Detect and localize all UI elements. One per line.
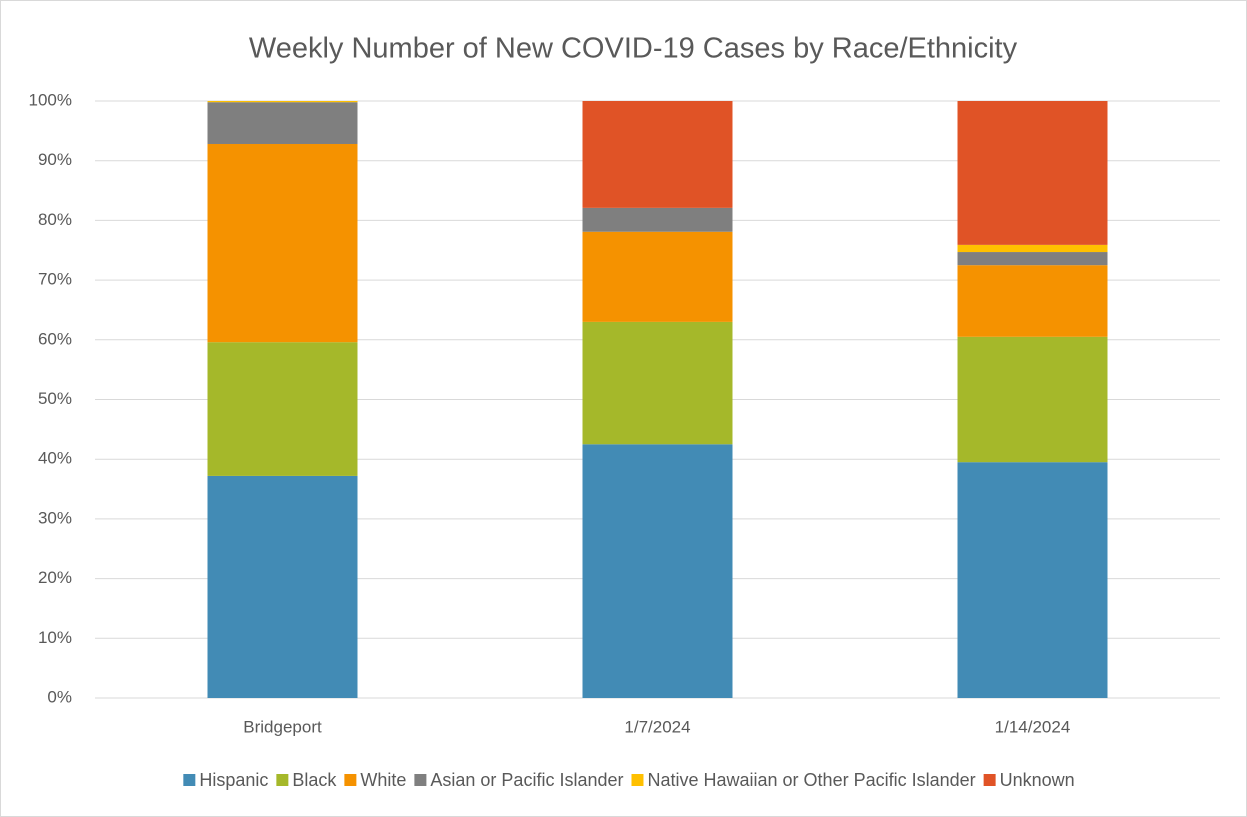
bar-segment <box>207 342 358 476</box>
bar-segment <box>207 101 358 103</box>
y-tick-label: 50% <box>38 389 72 408</box>
x-tick-label: 1/7/2024 <box>624 717 690 736</box>
bar-segment <box>582 101 733 208</box>
legend-label: Black <box>292 770 337 790</box>
legend-label: Asian or Pacific Islander <box>430 770 623 790</box>
x-tick-label: 1/14/2024 <box>995 717 1071 736</box>
y-tick-label: 0% <box>47 687 72 706</box>
bar-segment <box>957 462 1108 698</box>
bar-segment <box>582 207 733 232</box>
legend-swatch <box>414 774 427 786</box>
x-tick-label: Bridgeport <box>243 717 322 736</box>
y-tick-label: 80% <box>38 210 72 229</box>
legend-label: Native Hawaiian or Other Pacific Islande… <box>647 770 975 790</box>
legend-label: White <box>360 770 406 790</box>
legend-swatch <box>276 774 289 786</box>
y-tick-label: 100% <box>29 90 72 109</box>
bar-segment <box>957 265 1108 337</box>
y-tick-label: 60% <box>38 329 72 348</box>
legend-swatch <box>983 774 996 786</box>
bar-segment <box>207 102 358 144</box>
y-tick-label: 70% <box>38 270 72 289</box>
bar-segment <box>582 444 733 698</box>
bar-segment <box>957 244 1108 253</box>
bar-segment <box>207 143 358 343</box>
legend-swatch <box>344 774 357 786</box>
chart-title: Weekly Number of New COVID-19 Cases by R… <box>249 33 1018 65</box>
bar-segment <box>957 336 1108 463</box>
bar-segment <box>582 231 733 322</box>
y-tick-label: 90% <box>38 150 72 169</box>
legend-swatch <box>631 774 644 786</box>
legend-label: Unknown <box>1000 770 1075 790</box>
y-tick-label: 10% <box>38 628 72 647</box>
legend-label: Hispanic <box>199 770 268 790</box>
legend-swatch <box>183 774 196 786</box>
y-tick-label: 30% <box>38 508 72 527</box>
y-tick-label: 40% <box>38 449 72 468</box>
bar-segment <box>207 475 358 698</box>
bar-segment <box>582 321 733 445</box>
y-tick-label: 20% <box>38 568 72 587</box>
bar-segment <box>957 101 1108 245</box>
bar-segment <box>957 252 1108 266</box>
